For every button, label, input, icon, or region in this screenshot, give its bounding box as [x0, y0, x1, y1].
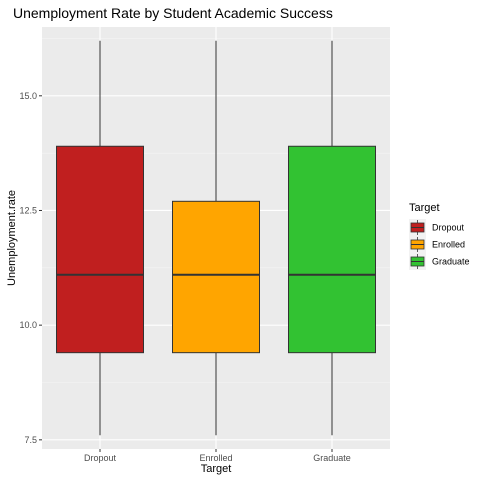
x-tick-label: Dropout: [84, 453, 117, 463]
y-tick-label: 12.5: [19, 205, 37, 215]
y-tick-label: 15.0: [19, 91, 37, 101]
y-axis: 7.5 10.0 12.5 15.0: [19, 91, 42, 445]
x-tick-label: Graduate: [313, 453, 351, 463]
x-axis-title: Target: [201, 463, 232, 475]
box-body: [57, 146, 144, 352]
box-body: [289, 146, 376, 352]
y-tick-label: 7.5: [24, 435, 37, 445]
y-tick-label: 10.0: [19, 320, 37, 330]
legend-label: Graduate: [432, 257, 470, 267]
box-body: [173, 201, 260, 352]
x-axis: Dropout Enrolled Graduate: [84, 449, 351, 463]
legend-item-dropout: Dropout: [409, 219, 465, 236]
chart-title: Unemployment Rate by Student Academic Su…: [13, 5, 333, 21]
legend: Target Dropout Enrolled Graduate: [409, 202, 470, 270]
legend-item-graduate: Graduate: [409, 253, 470, 270]
legend-label: Dropout: [432, 223, 465, 233]
y-axis-title: Unemployment.rate: [6, 190, 18, 286]
legend-item-enrolled: Enrolled: [409, 236, 465, 253]
legend-label: Enrolled: [432, 240, 465, 250]
x-tick-label: Enrolled: [199, 453, 232, 463]
legend-title: Target: [409, 202, 440, 214]
